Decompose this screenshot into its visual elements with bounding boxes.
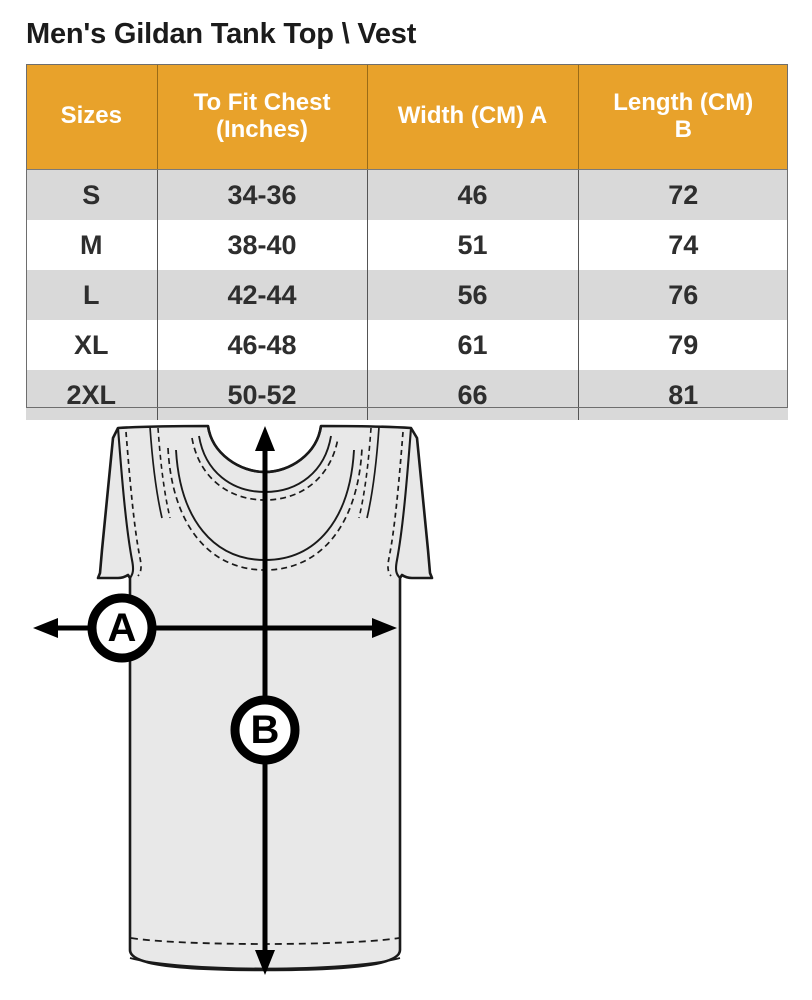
cell-length: 76 <box>578 270 788 320</box>
table-header-row: Sizes To Fit Chest (Inches) Width (CM) A… <box>26 64 788 170</box>
left-strap-stitch <box>157 427 171 519</box>
size-chart-table: Sizes To Fit Chest (Inches) Width (CM) A… <box>26 64 788 420</box>
right-armhole-seam <box>394 427 413 579</box>
table-row: L 42-44 56 76 <box>26 270 788 320</box>
cell-size: S <box>26 169 158 220</box>
cell-chest: 34-36 <box>157 169 368 220</box>
left-strap-seam <box>149 426 163 519</box>
table-row: XL 46-48 61 79 <box>26 320 788 370</box>
cell-length: 79 <box>578 320 788 370</box>
column-header-chest-line-2: (Inches) <box>215 115 308 143</box>
cell-size: 2XL <box>26 370 158 420</box>
right-strap-seam <box>366 426 380 519</box>
page-title: Men's Gildan Tank Top \ Vest <box>26 18 417 50</box>
cell-chest: 50-52 <box>157 370 368 420</box>
column-header-length-line-2: B <box>674 115 692 143</box>
column-header-length-line-1: Length (CM) <box>613 88 754 116</box>
column-header-sizes-line-1: Sizes <box>60 102 122 130</box>
marker-badge-a: A <box>87 593 157 663</box>
cell-size: L <box>26 270 158 320</box>
column-header-length: Length (CM) B <box>578 64 788 170</box>
cell-width: 56 <box>367 270 579 320</box>
table-header: Sizes To Fit Chest (Inches) Width (CM) A… <box>26 64 788 170</box>
table-body: S 34-36 46 72 M 38-40 51 74 L 42-44 56 7… <box>26 169 788 420</box>
table-row: M 38-40 51 74 <box>26 220 788 270</box>
cell-length: 72 <box>578 169 788 220</box>
column-header-sizes: Sizes <box>26 64 158 170</box>
left-armhole-stitch <box>125 431 142 577</box>
cell-width: 61 <box>367 320 579 370</box>
cell-size: XL <box>26 320 158 370</box>
marker-label-a: A <box>108 606 137 650</box>
cell-width: 51 <box>367 220 579 270</box>
table-row: 2XL 50-52 66 81 <box>26 370 788 420</box>
garment-diagram: A B <box>0 410 440 1000</box>
right-strap-stitch <box>358 427 372 519</box>
marker-label-b: B <box>251 708 280 752</box>
cell-size: M <box>26 220 158 270</box>
cell-width: 66 <box>367 370 579 420</box>
left-armhole-seam <box>116 427 135 579</box>
table-row: S 34-36 46 72 <box>26 169 788 220</box>
column-header-width-line-1: Width (CM) A <box>397 102 548 130</box>
cell-length: 81 <box>578 370 788 420</box>
cell-chest: 42-44 <box>157 270 368 320</box>
cell-chest: 46-48 <box>157 320 368 370</box>
right-armhole-stitch <box>387 431 404 577</box>
column-header-chest-line-1: To Fit Chest <box>193 88 331 116</box>
cell-length: 74 <box>578 220 788 270</box>
cell-chest: 38-40 <box>157 220 368 270</box>
column-header-width: Width (CM) A <box>367 64 579 170</box>
cell-width: 46 <box>367 169 579 220</box>
marker-badge-b: B <box>230 695 300 765</box>
column-header-chest: To Fit Chest (Inches) <box>157 64 368 170</box>
